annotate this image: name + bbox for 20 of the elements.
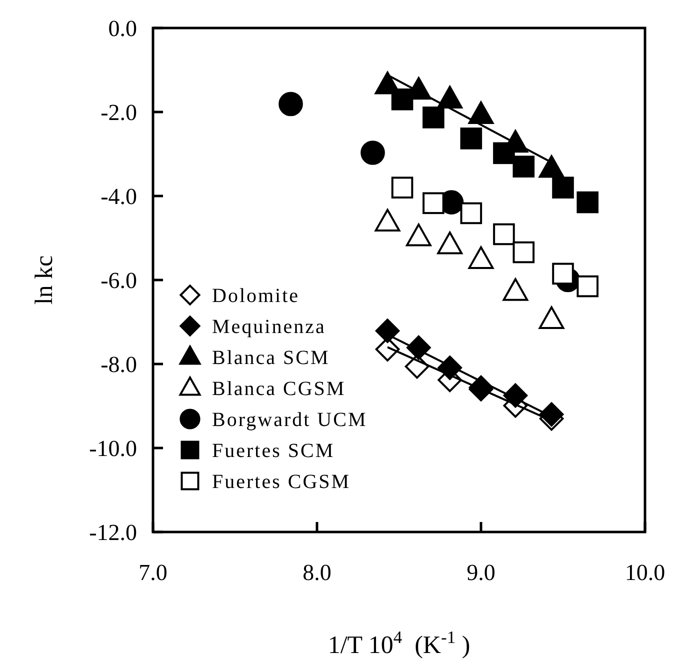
y-tick-label: -4.0 — [100, 184, 137, 210]
x-tick-label: 10.0 — [624, 560, 666, 585]
y-tick-label: -2.0 — [100, 100, 137, 126]
legend-label: Mequinenza — [212, 316, 326, 338]
y-tick-label: -8.0 — [100, 352, 137, 378]
y-axis-title: ln kc — [31, 255, 58, 305]
legend-label: Dolomite — [212, 285, 300, 307]
y-tick-label: 0.0 — [108, 16, 137, 42]
legend-label: Borgwardt UCM — [212, 409, 368, 431]
y-tick-label: -10.0 — [89, 436, 137, 462]
legend-label: Fuertes CGSM — [212, 471, 351, 493]
legend-label: Blanca SCM — [212, 347, 330, 369]
x-tick-label: 7.0 — [138, 560, 168, 585]
x-tick-label: 8.0 — [302, 560, 332, 585]
x-axis-title: 1/T 10$^{4}$ (K$^{-1}$ ) — [328, 627, 470, 659]
legend-label: Fuertes SCM — [212, 440, 335, 462]
x-tick-label: 9.0 — [466, 560, 496, 585]
y-tick-label: -12.0 — [89, 520, 137, 546]
y-tick-label: -6.0 — [100, 268, 137, 294]
legend-label: Blanca CGSM — [212, 378, 346, 400]
